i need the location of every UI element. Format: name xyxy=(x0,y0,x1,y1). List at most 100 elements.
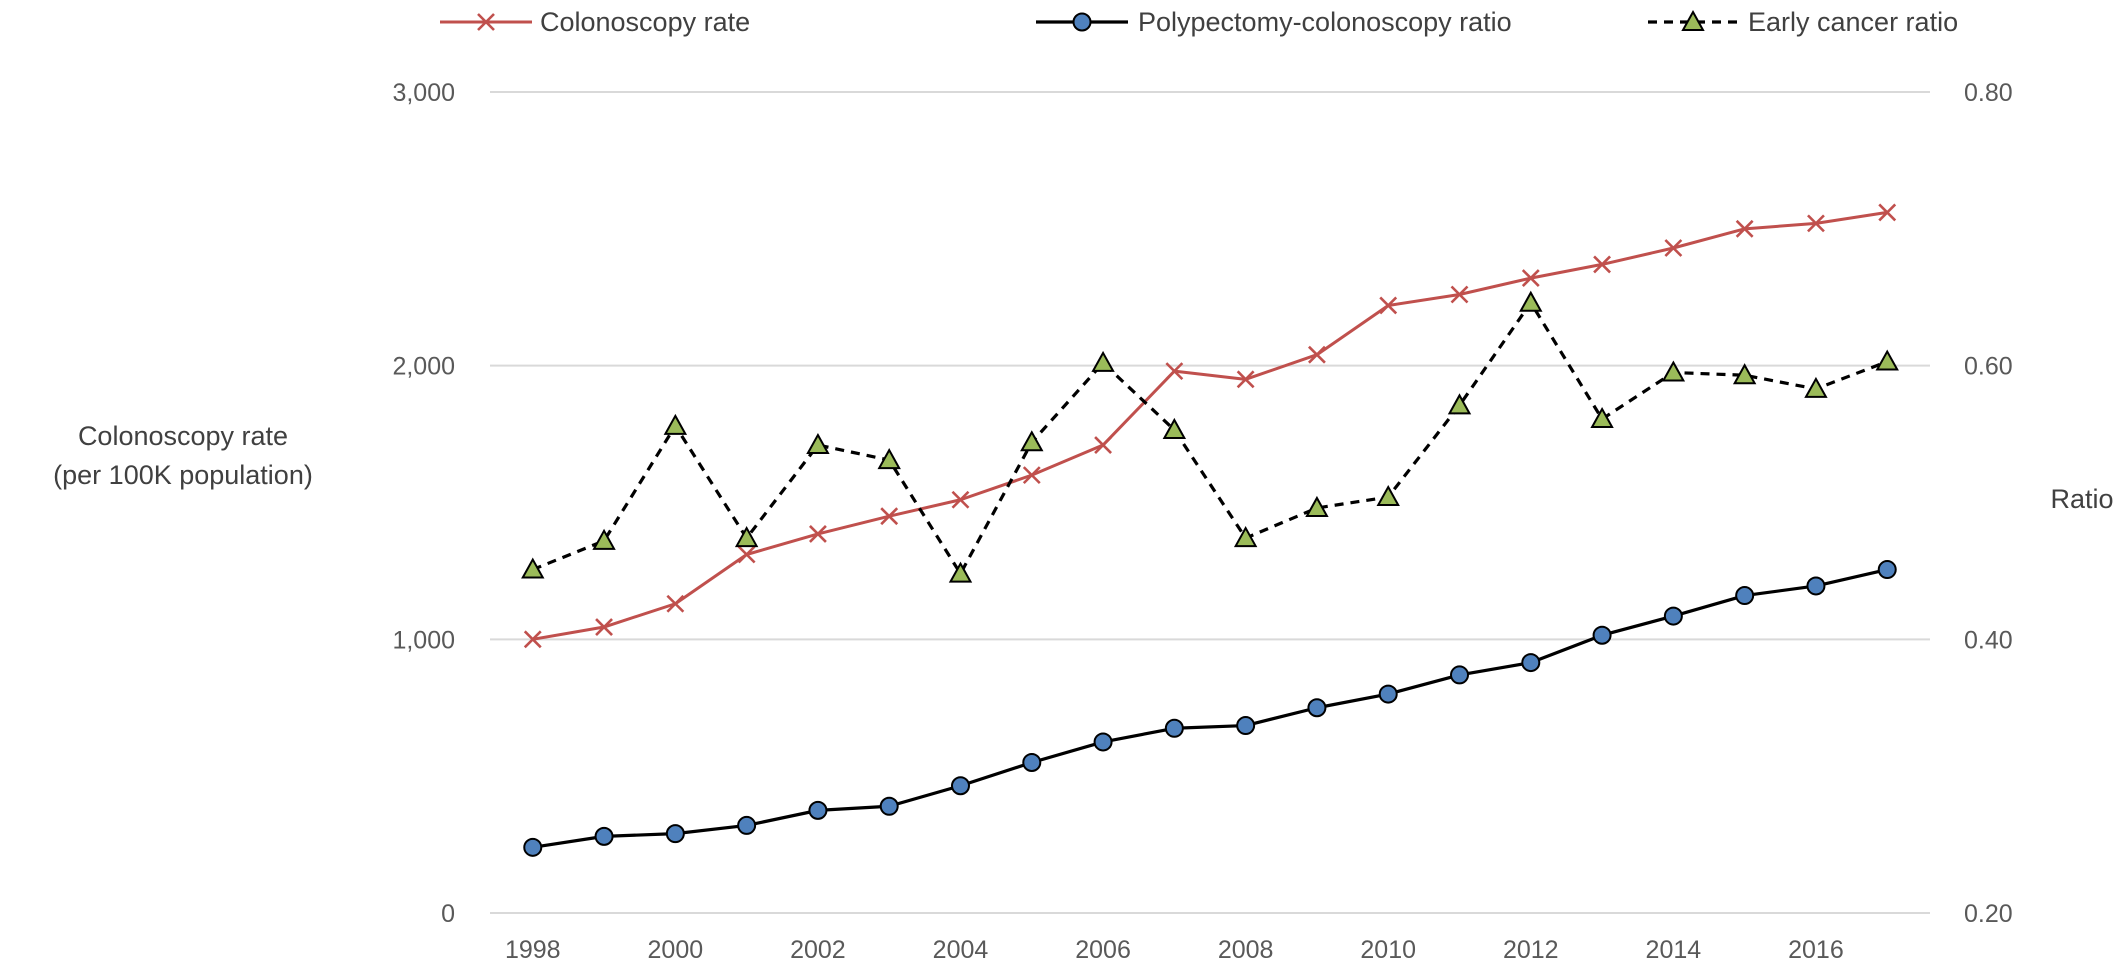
data-point-colonoscopy-rate-stroke-b xyxy=(1807,214,1825,233)
data-point-early-cancer-ratio xyxy=(948,561,973,583)
data-point-colonoscopy-rate-stroke-b xyxy=(666,594,685,613)
y-right-tick-label: 0.60 xyxy=(1964,353,2013,381)
y-right-tick-label: 0.20 xyxy=(1964,900,2013,928)
legend-marker xyxy=(1681,9,1705,31)
data-point-polypectomy-colonoscopy-ratio xyxy=(1521,653,1541,673)
x-tick-label: 2010 xyxy=(1360,936,1416,964)
y-right-tick-label: 0.80 xyxy=(1964,79,2013,107)
data-point-early-cancer-ratio xyxy=(734,526,759,548)
data-point-early-cancer-ratio xyxy=(1661,360,1686,382)
data-point-early-cancer-ratio xyxy=(1732,363,1757,385)
data-point-polypectomy-colonoscopy-ratio xyxy=(1663,606,1683,626)
data-point-colonoscopy-rate-stroke-b xyxy=(1521,269,1540,288)
series-line-colonoscopy-rate xyxy=(532,210,1888,641)
y-left-tick-label: 2,000 xyxy=(392,353,455,381)
data-point-colonoscopy-rate xyxy=(523,630,542,649)
y-left-tick-label: 3,000 xyxy=(392,79,455,107)
data-point-colonoscopy-rate xyxy=(1807,214,1825,233)
data-point-early-cancer-ratio xyxy=(663,413,688,435)
series-line-polypectomy-colonoscopy-ratio xyxy=(532,567,1888,849)
data-point-colonoscopy-rate-stroke-b xyxy=(1664,239,1683,257)
data-point-colonoscopy-rate xyxy=(1022,466,1041,485)
data-point-colonoscopy-rate xyxy=(666,594,685,613)
data-point-polypectomy-colonoscopy-ratio xyxy=(1592,625,1612,645)
data-point-colonoscopy-rate xyxy=(1308,345,1326,364)
data-point-colonoscopy-rate-stroke-b xyxy=(1094,436,1112,454)
legend-label: Polypectomy-colonoscopy ratio xyxy=(1138,7,1512,37)
legend-item-colonoscopy-rate: Colonoscopy rate xyxy=(440,7,750,37)
data-point-early-cancer-ratio xyxy=(1233,526,1258,548)
data-point-colonoscopy-rate xyxy=(1735,219,1754,238)
series-line-early-cancer-ratio xyxy=(532,301,1888,576)
data-point-polypectomy-colonoscopy-ratio xyxy=(594,826,614,846)
data-point-early-cancer-ratio xyxy=(592,528,616,550)
data-point-colonoscopy-rate-stroke-b xyxy=(1450,285,1469,304)
x-tick-label: 2002 xyxy=(790,936,846,964)
x-tick-label: 1998 xyxy=(505,936,561,964)
legend-item-early-cancer-ratio: Early cancer ratio xyxy=(1648,7,1958,37)
data-point-colonoscopy-rate-stroke-b xyxy=(737,545,756,564)
x-tick-label: 2000 xyxy=(648,936,704,964)
legend-label: Early cancer ratio xyxy=(1748,7,1958,37)
gridlines xyxy=(490,91,1930,914)
data-point-colonoscopy-rate-stroke-b xyxy=(1308,345,1326,364)
data-point-polypectomy-colonoscopy-ratio xyxy=(737,815,757,835)
data-point-colonoscopy-rate xyxy=(1593,255,1611,274)
data-point-polypectomy-colonoscopy-ratio xyxy=(1307,698,1327,718)
data-point-polypectomy-colonoscopy-ratio xyxy=(1735,586,1755,606)
data-point-colonoscopy-rate xyxy=(1165,362,1184,381)
data-point-colonoscopy-rate-stroke-b xyxy=(1735,219,1754,238)
y-right-axis-title: Ratio xyxy=(2050,484,2113,514)
series xyxy=(521,203,1899,857)
data-point-early-cancer-ratio xyxy=(1305,495,1329,517)
y-left-axis-title-line1: Colonoscopy rate xyxy=(78,421,288,451)
data-point-polypectomy-colonoscopy-ratio xyxy=(950,776,970,796)
x-tick-label: 2012 xyxy=(1503,936,1559,964)
data-point-colonoscopy-rate-stroke-b xyxy=(1379,296,1398,315)
data-point-colonoscopy-rate xyxy=(1094,436,1112,454)
data-point-colonoscopy-rate xyxy=(1450,285,1469,304)
legend-item-polypectomy-colonoscopy-ratio: Polypectomy-colonoscopy ratio xyxy=(1036,7,1512,37)
y-left-tick-label: 1,000 xyxy=(392,626,455,654)
data-point-colonoscopy-rate-stroke-b xyxy=(1236,370,1255,389)
data-point-colonoscopy-rate-stroke-b xyxy=(1878,203,1897,222)
data-point-early-cancer-ratio xyxy=(1091,350,1115,372)
x-tick-label: 2016 xyxy=(1788,936,1844,964)
data-point-polypectomy-colonoscopy-ratio xyxy=(879,796,899,816)
legend-marker-stroke-b xyxy=(477,13,495,31)
data-point-colonoscopy-rate xyxy=(737,545,756,564)
data-point-polypectomy-colonoscopy-ratio xyxy=(1450,665,1470,685)
data-point-early-cancer-ratio xyxy=(1875,349,1899,371)
y-left-axis-title-line2: (per 100K population) xyxy=(53,460,313,490)
data-point-polypectomy-colonoscopy-ratio xyxy=(1022,752,1042,772)
data-point-colonoscopy-rate xyxy=(595,618,613,636)
data-point-colonoscopy-rate-stroke-b xyxy=(951,490,970,509)
data-point-colonoscopy-rate-stroke-b xyxy=(1165,362,1184,381)
data-point-polypectomy-colonoscopy-ratio xyxy=(1093,732,1113,752)
data-point-colonoscopy-rate xyxy=(809,525,827,543)
data-point-colonoscopy-rate xyxy=(1521,269,1540,288)
y-right-tick-label: 0.40 xyxy=(1964,626,2013,654)
data-point-early-cancer-ratio xyxy=(1519,290,1543,312)
data-point-early-cancer-ratio xyxy=(1590,406,1614,429)
data-point-colonoscopy-rate-stroke-b xyxy=(523,630,542,649)
data-point-colonoscopy-rate xyxy=(1236,370,1255,389)
data-point-colonoscopy-rate xyxy=(880,507,899,526)
data-point-polypectomy-colonoscopy-ratio xyxy=(1236,716,1256,736)
x-tick-label: 2004 xyxy=(933,936,989,964)
data-point-colonoscopy-rate-stroke-b xyxy=(880,507,899,526)
data-point-polypectomy-colonoscopy-ratio xyxy=(1378,684,1398,704)
axis-titles: Colonoscopy rate (per 100K population) R… xyxy=(53,421,2113,514)
data-point-colonoscopy-rate xyxy=(1379,296,1398,315)
legend-marker xyxy=(477,13,495,31)
data-point-polypectomy-colonoscopy-ratio xyxy=(808,800,828,820)
data-point-early-cancer-ratio xyxy=(806,432,830,455)
x-tick-label: 2014 xyxy=(1646,936,1702,964)
data-point-colonoscopy-rate-stroke-b xyxy=(809,525,827,543)
legend-marker xyxy=(1072,12,1092,32)
legend-label: Colonoscopy rate xyxy=(540,7,750,37)
data-point-colonoscopy-rate-stroke-b xyxy=(1593,255,1611,274)
legend: Colonoscopy rate Polypectomy-colonoscopy … xyxy=(440,7,1958,37)
data-point-early-cancer-ratio xyxy=(1804,376,1828,398)
